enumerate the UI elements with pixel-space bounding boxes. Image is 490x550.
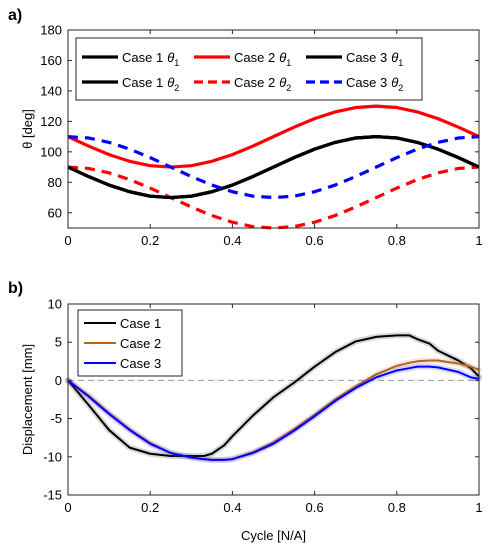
series-lines	[67, 104, 480, 230]
axes-box	[67, 303, 480, 496]
series-lines	[65, 332, 482, 463]
legend-entry-label: Case 3 θ2	[346, 75, 403, 93]
x-tick-label: 0.8	[388, 500, 406, 515]
legend-subscript: 1	[174, 58, 179, 68]
x-tick-label: 0	[64, 233, 71, 248]
y-tick-label: 80	[48, 175, 62, 190]
series-line-6	[67, 135, 480, 200]
panel-label: b)	[8, 280, 23, 297]
legend-entry-label: Case 2	[120, 336, 161, 351]
legend-series-name: Case 1	[120, 316, 161, 331]
y-tick-label: 60	[48, 205, 62, 220]
y-tick-label: 100	[40, 144, 62, 159]
legend-theta-symbol: θ	[391, 75, 398, 90]
legend-entry-label: Case 3 θ1	[346, 50, 403, 68]
y-tick-label: 180	[40, 23, 62, 38]
legend-box	[75, 37, 423, 101]
legend-series-name: Case 2	[120, 336, 161, 351]
y-tick-label: -10	[43, 449, 62, 464]
legend-theta-symbol: θ	[391, 50, 398, 65]
legend-series-name: Case 2	[234, 75, 275, 90]
x-tick-label: 1	[475, 500, 482, 515]
legend-subscript: 2	[174, 83, 179, 93]
y-tick-label: 140	[40, 83, 62, 98]
panel-label: a)	[8, 7, 22, 24]
legend-series-name: Case 3	[346, 50, 387, 65]
legend-entry-label: Case 2 θ1	[234, 50, 291, 68]
legend-series-name: Case 3	[120, 356, 161, 371]
series-line-3	[67, 365, 480, 461]
series-line-1	[67, 334, 480, 458]
legend-entry-label: Case 3	[120, 356, 161, 371]
series-line-3	[67, 104, 480, 169]
y-tick-label: 5	[55, 335, 62, 350]
legend-entry-label: Case 2 θ2	[234, 75, 291, 93]
legend-theta-symbol: θ	[279, 75, 286, 90]
x-axis-label: Cycle [N/A]	[241, 528, 306, 543]
legend-series-name: Case 1	[122, 50, 163, 65]
x-tick-label: 0	[64, 500, 71, 515]
y-tick-label: 120	[40, 114, 62, 129]
x-tick-label: 1	[475, 233, 482, 248]
x-tick-label: 0.8	[388, 233, 406, 248]
legend-series-name: Case 3	[346, 75, 387, 90]
legend-entry-label: Case 1 θ1	[122, 50, 179, 68]
legend-subscript: 2	[286, 83, 291, 93]
y-tick-label: 10	[48, 297, 62, 312]
x-tick-label: 0.6	[306, 500, 324, 515]
y-axis-label: θ [deg]	[20, 109, 35, 149]
legend-subscript: 1	[286, 58, 291, 68]
legend-subscript: 1	[398, 58, 403, 68]
legend-theta-symbol: θ	[167, 75, 174, 90]
legend-series-name: Case 2	[234, 50, 275, 65]
legend-theta-symbol: θ	[167, 50, 174, 65]
y-tick-label: -15	[43, 488, 62, 503]
legend-entry-label: Case 1 θ2	[122, 75, 179, 93]
legend-theta-symbol: θ	[279, 50, 286, 65]
x-tick-label: 0.4	[223, 233, 241, 248]
series-line-4	[67, 165, 480, 230]
y-tick-label: 0	[55, 373, 62, 388]
y-tick-label: -5	[50, 411, 62, 426]
y-tick-label: 160	[40, 53, 62, 68]
x-tick-label: 0.2	[141, 500, 159, 515]
axes-box	[67, 29, 480, 229]
legend: Case 1 Case 2 Case 3	[77, 309, 183, 377]
x-tick-label: 0.4	[223, 500, 241, 515]
x-tick-label: 0.6	[306, 233, 324, 248]
legend-subscript: 2	[398, 83, 403, 93]
legend-entry-label: Case 1	[120, 316, 161, 331]
legend-series-name: Case 1	[122, 75, 163, 90]
x-tick-label: 0.2	[141, 233, 159, 248]
panel-b-displacement-chart: b) 0 0.2 0.4 0.6 0.8 1 -15 -10 -5 0 5 10 Displacement…	[8, 280, 483, 543]
series-line-5	[67, 135, 480, 200]
y-axis-label: Displacement [mm]	[20, 344, 35, 455]
